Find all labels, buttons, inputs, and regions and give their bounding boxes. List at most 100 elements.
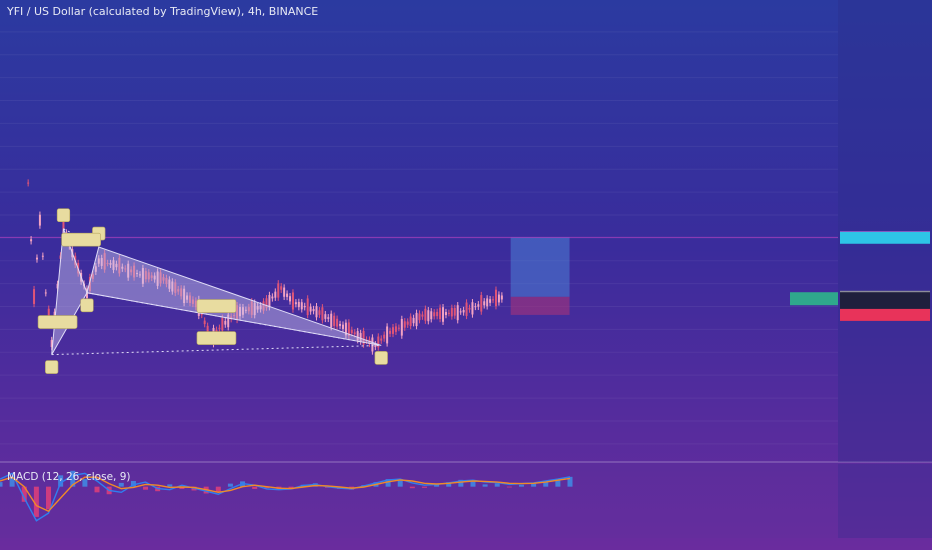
macd-histogram-bar	[470, 481, 476, 487]
macd-histogram-bar	[482, 484, 488, 487]
harmonic-pattern[interactable]	[37, 208, 388, 374]
candle-body	[465, 302, 468, 316]
macd-histogram-bar	[421, 486, 427, 488]
candle-body	[180, 288, 183, 297]
candle-body	[418, 313, 421, 321]
candle-body	[162, 277, 165, 281]
candle-body	[318, 310, 321, 315]
macd-histogram-bar	[70, 470, 76, 487]
candle-body	[389, 330, 392, 334]
candle-body	[136, 272, 139, 274]
candle-body	[94, 266, 97, 272]
candle-body	[330, 313, 333, 328]
macd-histogram-bar	[409, 486, 415, 489]
candle-body	[106, 263, 109, 265]
candle-body	[489, 299, 492, 303]
macd-histogram-bar	[458, 479, 464, 487]
candle-body	[62, 220, 65, 236]
macd-histogram-bar	[397, 480, 403, 487]
candle-body	[339, 324, 342, 326]
candle-body	[486, 298, 489, 307]
macd-histogram-bar	[82, 479, 88, 487]
candle-body	[400, 318, 403, 336]
candle-body	[459, 311, 462, 313]
pattern-point-label-box	[45, 360, 59, 374]
candle-body	[312, 309, 315, 312]
candle-body	[150, 275, 153, 278]
candle-body	[218, 327, 221, 329]
candle-body	[327, 317, 330, 319]
candle-body	[341, 324, 344, 329]
candle-body	[427, 310, 430, 322]
candle-body	[324, 314, 327, 319]
candle-body	[409, 316, 412, 326]
candle-body	[421, 314, 424, 317]
macd-histogram-bar	[0, 482, 3, 487]
candle-body	[283, 287, 286, 297]
macd-histogram-bar	[167, 484, 173, 487]
macd-histogram-bar	[130, 481, 136, 487]
candle-body	[256, 306, 259, 310]
candle-body	[203, 320, 206, 325]
symbol-tag-box	[790, 292, 838, 306]
candle-body	[194, 300, 197, 308]
position-target-zone	[510, 237, 570, 297]
candle-body	[171, 281, 174, 292]
price-axis[interactable]	[838, 0, 932, 462]
candle-body	[253, 302, 256, 316]
candle-body	[406, 321, 409, 325]
pattern-ratio-label-box	[196, 331, 237, 345]
candle-body	[271, 296, 274, 299]
candle-body	[50, 340, 53, 348]
candle-body	[112, 260, 115, 270]
macd-histogram-bar	[567, 476, 573, 487]
macd-histogram-bar	[58, 475, 64, 487]
candle-body	[130, 269, 133, 273]
candle-body	[103, 253, 106, 270]
candle-body	[442, 307, 445, 322]
candle-body	[350, 329, 353, 334]
candle-body	[359, 333, 362, 342]
candle-body	[250, 301, 253, 315]
candle-body	[424, 308, 427, 321]
candle-body	[268, 294, 271, 308]
candle-body	[27, 182, 30, 184]
candle-body	[168, 279, 171, 289]
candle-body	[44, 292, 47, 294]
candle-body	[97, 258, 100, 264]
candle-body	[494, 289, 497, 307]
candle-body	[188, 295, 191, 303]
candle-body	[356, 331, 359, 341]
macd-axis-background	[838, 464, 932, 538]
candle-body	[291, 292, 294, 310]
price-tag-box	[840, 308, 930, 321]
candle-body	[124, 268, 127, 270]
candle-body	[236, 305, 239, 320]
candle-body	[309, 306, 312, 312]
candle-body	[321, 307, 324, 321]
candle-body	[141, 268, 144, 284]
macd-histogram-bar	[9, 477, 15, 487]
macd-histogram-bar	[215, 486, 221, 493]
candle-body	[439, 307, 442, 320]
macd-histogram-bar	[94, 486, 100, 493]
candle-body	[156, 271, 159, 286]
candle-body	[450, 307, 453, 317]
price-series	[27, 179, 503, 355]
candle-body	[115, 263, 118, 268]
position-stop-zone	[510, 296, 570, 315]
candle-body	[121, 266, 124, 269]
candle-body	[294, 302, 297, 305]
candle-body	[456, 305, 459, 321]
position-box[interactable]	[0, 236, 838, 315]
candle-body	[277, 283, 280, 298]
candle-body	[492, 299, 495, 301]
macd-histogram-bar	[543, 481, 549, 487]
macd-panel	[0, 461, 932, 538]
macd-histogram-bar	[143, 486, 149, 490]
pattern-triangle-bcd	[86, 246, 382, 346]
candle-body	[289, 296, 292, 302]
candle-body	[315, 306, 318, 318]
macd-histogram-bar	[434, 484, 440, 487]
